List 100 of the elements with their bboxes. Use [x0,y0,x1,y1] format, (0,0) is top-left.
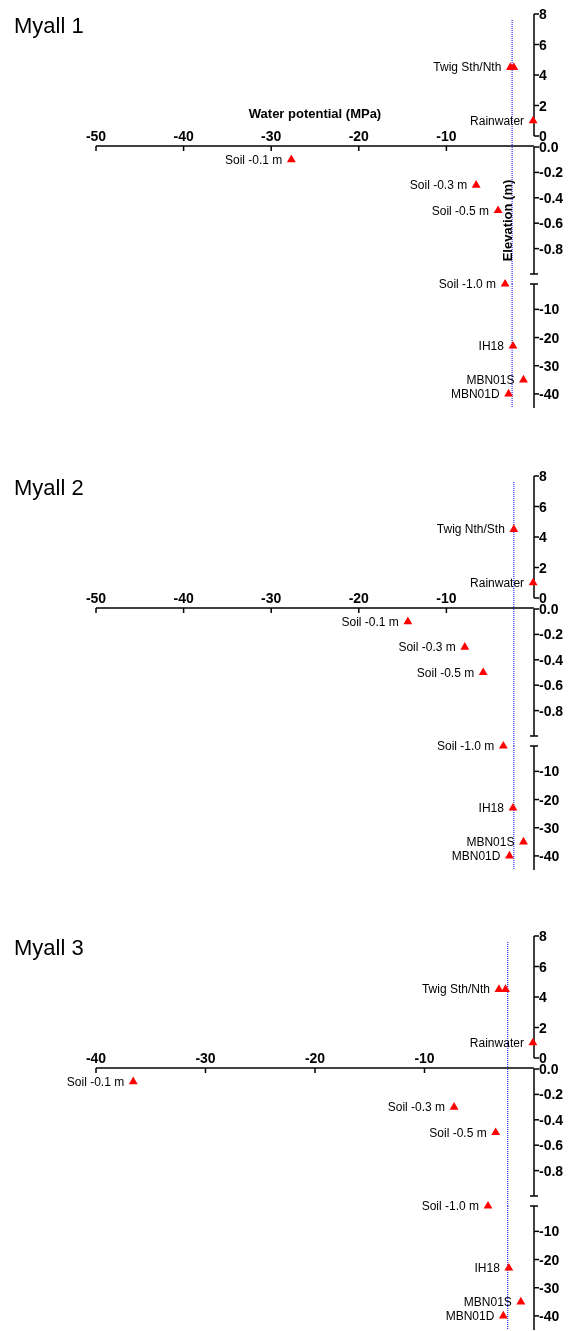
y-tick-label: -0.4 [539,651,564,668]
annotation: Rainwater [470,113,525,128]
y-tick-label: -0.6 [539,677,564,694]
y-tick-label: -0.6 [539,1137,564,1154]
annotation: Soil -0.1 m [66,1074,125,1089]
x-tick-label: -30 [261,590,282,606]
y-tick-label: -0.8 [539,240,564,257]
annotation: Soil -0.5 m [431,203,490,218]
y-tick-label: -40 [539,385,560,402]
annotation: MBN01S [466,834,515,849]
point [498,740,508,749]
annotation: Soil -0.1 m [224,152,283,167]
y-tick-label: 0 [539,590,547,606]
x-tick-label: -40 [173,590,194,606]
y-tick-label: -40 [539,847,560,864]
y-tick-label: -0.8 [539,1162,564,1179]
x-tick-label: -20 [348,590,370,606]
annotation: Soil -1.0 m [438,277,497,291]
x-tick-label: -20 [304,1050,326,1066]
y-tick-label: 0 [539,1050,547,1066]
point [449,1101,459,1110]
y-tick-label: -0.4 [539,1111,564,1128]
point [508,802,518,811]
annotation: Twig Sth/Nth [421,982,490,997]
x-tick-label: -40 [173,128,194,144]
point [483,1200,493,1209]
y-tick-label: -0.6 [539,215,564,232]
point [516,1296,526,1305]
annotation: MBN01D [445,1308,495,1323]
y-tick-label: -30 [539,1279,560,1296]
y-tick-label: -20 [539,329,560,346]
x-axis-title: Water potential (MPa) [248,106,382,121]
y-tick-label: -30 [539,357,560,374]
y-tick-label: 2 [539,97,547,114]
point [460,641,470,650]
point [508,340,518,349]
y-tick-label: -10 [539,1223,560,1240]
annotation: Soil -0.1 m [341,614,399,629]
x-tick-label: -30 [261,128,282,144]
annotation: MBN01D [450,386,500,401]
x-tick-label: -30 [195,1050,216,1066]
annotation: Soil -1.0 m [436,739,495,753]
annotation: Soil -1.0 m [421,1199,480,1213]
annotation: IH18 [478,801,505,815]
x-tick-label: -40 [85,1050,107,1066]
point [519,836,528,845]
y-tick-label: -0.2 [539,1086,564,1103]
y-tick-label: -10 [539,763,560,780]
point [471,179,481,188]
x-tick-label: -10 [436,590,457,606]
chart-title: Myall 2 [14,475,84,500]
x-tick-label: -10 [414,1050,435,1066]
y-tick-label: 2 [539,559,547,576]
y-tick-label: -20 [539,791,560,808]
x-tick-label: -50 [85,590,107,606]
annotation: MBN01S [463,1294,512,1309]
annotation: Twig Sth/Nth [433,60,502,75]
x-tick-label: -10 [436,128,457,144]
annotation: IH18 [478,339,505,353]
annotation: Soil -0.3 m [409,178,468,193]
point [478,667,488,676]
y-tick-label: -0.8 [539,702,564,719]
point [504,1262,514,1271]
y-axis-title: Elevation (m) [500,179,515,262]
annotation: MBN01S [466,372,515,387]
y-tick-label: 8 [539,6,547,22]
annotation: Soil -0.5 m [429,1125,487,1140]
y-tick-label: -0.2 [539,164,564,181]
annotation: MBN01D [451,848,501,863]
point [403,616,413,625]
point [500,278,510,287]
y-tick-label: 8 [539,468,547,484]
x-tick-label: -50 [85,128,107,144]
y-tick-label: 4 [539,989,547,1005]
y-tick-label: 4 [539,529,547,545]
chart-title: Myall 3 [14,935,84,960]
y-tick-label: -20 [539,1251,560,1268]
y-tick-label: 4 [539,67,547,83]
y-tick-label: 2 [539,1019,547,1036]
annotation: IH18 [474,1261,501,1275]
chart-title: Myall 1 [14,13,84,38]
y-tick-label: -40 [539,1307,560,1324]
annotation: Twig Nth/Sth [436,522,505,537]
annotation: Soil -0.3 m [398,640,456,655]
point [491,1127,501,1136]
y-tick-label: -0.4 [539,189,564,206]
x-tick-label: -20 [348,128,370,144]
annotation: Soil -0.5 m [416,665,475,680]
point [519,374,528,383]
annotation: Rainwater [470,575,525,590]
y-tick-label: 8 [539,928,547,944]
y-tick-label: 6 [539,958,547,975]
y-tick-label: -30 [539,819,560,836]
y-tick-label: 6 [539,498,547,515]
y-tick-label: 0 [539,128,547,144]
point [493,205,503,214]
annotation: Rainwater [469,1035,524,1050]
y-tick-label: -0.2 [539,626,564,643]
y-tick-label: 6 [539,36,547,53]
point [128,1076,138,1085]
